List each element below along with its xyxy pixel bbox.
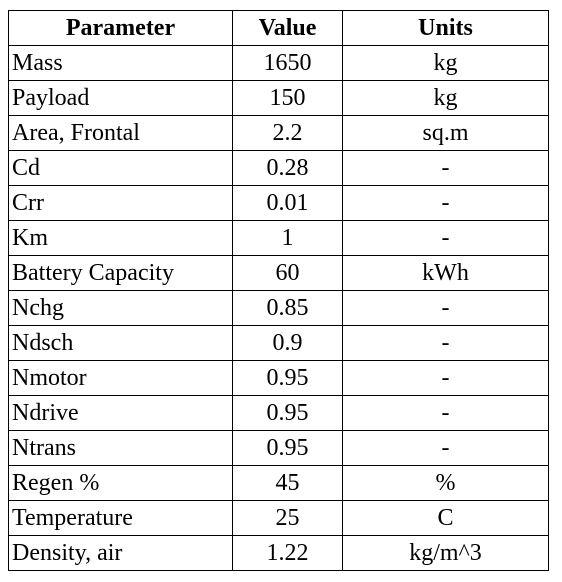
value-cell: 0.28 — [232, 150, 343, 186]
table-row: Nchg 0.85 - — [8, 290, 549, 326]
parameter-cell: Nmotor — [8, 360, 233, 396]
header-parameter: Parameter — [8, 10, 233, 46]
header-row: Parameter Value Units — [8, 10, 549, 46]
parameter-cell: Km — [8, 220, 233, 256]
units-cell: C — [342, 500, 549, 536]
units-cell: % — [342, 465, 549, 501]
units-cell: kg/m^3 — [342, 535, 549, 571]
table-row: Ndrive 0.95 - — [8, 395, 549, 431]
parameter-cell: Ntrans — [8, 430, 233, 466]
table-row: Mass 1650 kg — [8, 45, 549, 81]
units-cell: - — [342, 360, 549, 396]
units-cell: sq.m — [342, 115, 549, 151]
units-cell: kWh — [342, 255, 549, 291]
table-row: Nmotor 0.95 - — [8, 360, 549, 396]
value-cell: 1 — [232, 220, 343, 256]
units-cell: kg — [342, 80, 549, 116]
table-row: Payload 150 kg — [8, 80, 549, 116]
parameter-cell: Density, air — [8, 535, 233, 571]
table-row: Density, air 1.22 kg/m^3 — [8, 535, 549, 571]
value-cell: 1650 — [232, 45, 343, 81]
parameter-cell: Regen % — [8, 465, 233, 501]
parameter-cell: Battery Capacity — [8, 255, 233, 291]
table-row: Ndsch 0.9 - — [8, 325, 549, 361]
units-cell: - — [342, 150, 549, 186]
parameter-cell: Nchg — [8, 290, 233, 326]
parameter-cell: Cd — [8, 150, 233, 186]
units-cell: - — [342, 290, 549, 326]
parameter-cell: Mass — [8, 45, 233, 81]
value-cell: 25 — [232, 500, 343, 536]
parameter-cell: Temperature — [8, 500, 233, 536]
parameter-cell: Area, Frontal — [8, 115, 233, 151]
value-cell: 0.9 — [232, 325, 343, 361]
value-cell: 150 — [232, 80, 343, 116]
table-row: Ntrans 0.95 - — [8, 430, 549, 466]
units-cell: - — [342, 325, 549, 361]
value-cell: 45 — [232, 465, 343, 501]
value-cell: 0.95 — [232, 430, 343, 466]
units-cell: - — [342, 185, 549, 221]
units-cell: - — [342, 220, 549, 256]
value-cell: 1.22 — [232, 535, 343, 571]
units-cell: - — [342, 395, 549, 431]
header-value: Value — [232, 10, 343, 46]
table-row: Cd 0.28 - — [8, 150, 549, 186]
value-cell: 0.95 — [232, 360, 343, 396]
value-cell: 0.01 — [232, 185, 343, 221]
units-cell: kg — [342, 45, 549, 81]
value-cell: 0.95 — [232, 395, 343, 431]
table-row: Crr 0.01 - — [8, 185, 549, 221]
parameter-table: Parameter Value Units Mass 1650 kg Paylo… — [8, 10, 549, 571]
header-units: Units — [342, 10, 549, 46]
table-row: Km 1 - — [8, 220, 549, 256]
parameter-cell: Crr — [8, 185, 233, 221]
table-row: Regen % 45 % — [8, 465, 549, 501]
value-cell: 2.2 — [232, 115, 343, 151]
parameter-cell: Ndsch — [8, 325, 233, 361]
parameter-cell: Payload — [8, 80, 233, 116]
parameter-cell: Ndrive — [8, 395, 233, 431]
value-cell: 0.85 — [232, 290, 343, 326]
value-cell: 60 — [232, 255, 343, 291]
table-row: Area, Frontal 2.2 sq.m — [8, 115, 549, 151]
table-row: Battery Capacity 60 kWh — [8, 255, 549, 291]
table-row: Temperature 25 C — [8, 500, 549, 536]
units-cell: - — [342, 430, 549, 466]
